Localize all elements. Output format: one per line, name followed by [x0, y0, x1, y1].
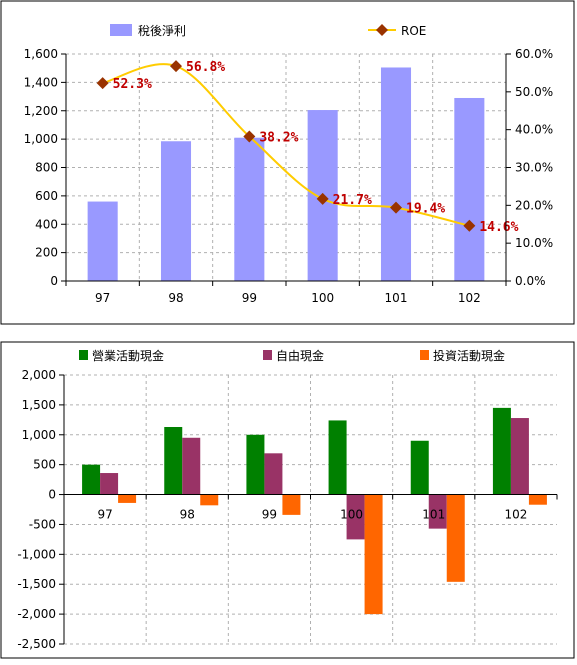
roe-data-label: 56.8% [186, 60, 225, 75]
top-ytick-label: 200 [35, 246, 58, 260]
roe-point-marker [170, 60, 182, 73]
top-y2tick-label: 60.0% [515, 47, 553, 61]
bottom-bar-1 [346, 494, 365, 540]
top-bar-net-income [454, 97, 485, 281]
top-bars [87, 67, 485, 282]
roe-point-marker [96, 77, 109, 90]
bottom-bar-2 [282, 494, 301, 515]
top-xtick-label: 99 [242, 291, 257, 305]
roe-data-label: 38.2% [259, 130, 298, 145]
top-gridlines [66, 53, 506, 281]
top-bar-net-income [234, 137, 265, 281]
bottom-ytick-label: -1,500 [17, 577, 56, 591]
bottom-bar-1 [428, 494, 447, 529]
bottom-legend: 營業活動現金 自由現金 投資活動現金 [79, 348, 505, 363]
top-xtick-label: 100 [311, 291, 334, 305]
top-y2tick-label: 0.0% [515, 274, 546, 288]
bottom-bar-1 [182, 437, 201, 495]
top-xtick-label: 101 [385, 291, 408, 305]
bottom-axes: -2,500 -2,000 -1,500 -1,000 -500 0 500 1,000 1,5… [17, 368, 558, 651]
bottom-bar-0 [410, 440, 429, 495]
bottom-bar-0 [328, 420, 347, 495]
top-ytick-label: 1,000 [24, 132, 58, 146]
top-ytick-label: 800 [35, 161, 58, 175]
roe-data-label: 14.6% [479, 220, 518, 235]
bottom-bar-2 [446, 494, 465, 582]
bottom-ytick-label: -500 [29, 517, 56, 531]
bottom-xtick-label: 100 [340, 508, 363, 522]
legend-swatch-free-cash [263, 350, 272, 360]
roe-point-marker [390, 201, 402, 214]
bottom-ytick-label: -2,000 [17, 607, 56, 621]
bottom-bar-1 [100, 473, 119, 495]
legend-label-investing-cash: 投資活動現金 [433, 348, 505, 363]
bottom-bar-1 [510, 418, 529, 495]
roe-data-label: 21.7% [333, 193, 372, 208]
top-legend: 稅後淨利 ROE [110, 24, 426, 38]
bottom-bar-0 [164, 427, 183, 495]
bottom-bar-2 [364, 494, 383, 615]
bottom-ytick-label: 1,500 [22, 398, 56, 412]
roe-point-marker [463, 219, 476, 232]
bottom-ytick-label: -2,500 [17, 637, 56, 651]
roe-point-marker [316, 192, 329, 205]
roe-data-label: 19.4% [406, 202, 445, 217]
top-ytick-label: 0 [50, 274, 58, 288]
bottom-bar-1 [264, 453, 283, 495]
bottom-xtick-label: 101 [422, 508, 445, 522]
bottom-xtick-label: 97 [97, 508, 112, 522]
top-xtick-label: 98 [168, 291, 183, 305]
top-bar-net-income [87, 201, 118, 281]
roe-point-marker [243, 130, 256, 143]
bottom-bar-2 [118, 494, 137, 503]
top-xtick-label: 97 [95, 291, 110, 305]
top-bar-net-income [380, 67, 412, 282]
bottom-ytick-label: -1,000 [17, 547, 56, 561]
bottom-ytick-label: 1,000 [22, 428, 56, 442]
bottom-xtick-label: 98 [180, 508, 195, 522]
top-y2tick-label: 10.0% [515, 236, 553, 250]
top-roe-line: 52.3% 56.8% 38.2% 21.7% 19.4% 14.6% [96, 60, 519, 235]
bottom-bar-0 [246, 434, 265, 495]
legend-label-free-cash: 自由現金 [276, 348, 324, 363]
top-y2tick-label: 30.0% [515, 161, 553, 175]
top-axes: 0 200 400 600 800 1,000 1,200 1,400 1,600 0.0% 10.… [24, 47, 553, 305]
legend-swatch-net-income [110, 24, 132, 36]
legend-swatch-operating-cash [79, 350, 88, 360]
top-ytick-label: 400 [35, 217, 58, 231]
bottom-ytick-label: 2,000 [22, 368, 56, 382]
top-ytick-label: 1,600 [24, 47, 58, 61]
bottom-xtick-label: 99 [262, 508, 277, 522]
top-ytick-label: 1,200 [24, 104, 58, 118]
legend-label-roe: ROE [401, 24, 426, 38]
legend-label-operating-cash: 營業活動現金 [92, 348, 164, 363]
legend-label-net-income: 稅後淨利 [138, 24, 186, 38]
top-ytick-label: 600 [35, 189, 58, 203]
bottom-bars [82, 407, 547, 615]
top-y2tick-label: 50.0% [515, 85, 553, 99]
bottom-xtick-label: 102 [504, 508, 527, 522]
top-y2tick-label: 40.0% [515, 123, 553, 137]
bottom-ytick-label: 0 [48, 488, 56, 502]
top-ytick-label: 1,400 [24, 75, 58, 89]
bottom-bar-2 [200, 494, 219, 506]
top-bar-net-income [160, 141, 192, 281]
roe-data-label: 52.3% [113, 77, 152, 92]
bottom-bar-0 [492, 407, 511, 495]
legend-swatch-investing-cash [420, 350, 429, 360]
bottom-gridlines [64, 374, 557, 645]
bottom-ytick-label: 500 [33, 458, 56, 472]
top-y2tick-label: 20.0% [515, 198, 553, 212]
top-xtick-label: 102 [458, 291, 481, 305]
bottom-bar-2 [528, 494, 547, 505]
legend-marker-roe [376, 24, 388, 36]
bottom-bar-0 [82, 464, 101, 495]
